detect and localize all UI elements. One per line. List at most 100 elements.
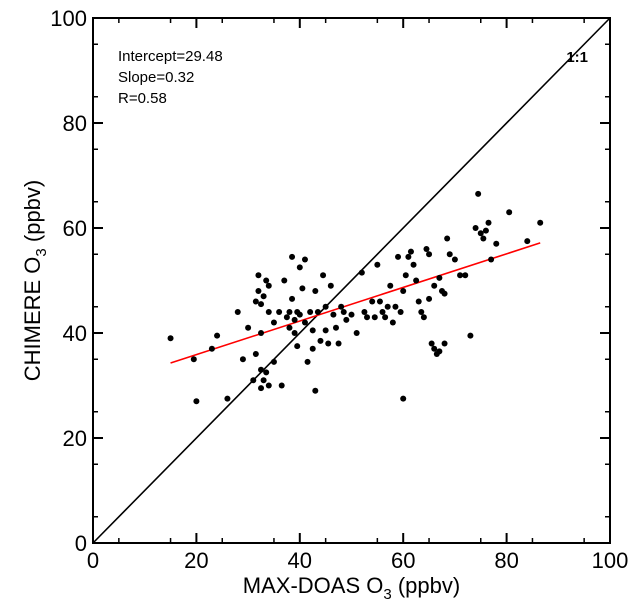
data-point [312, 387, 319, 394]
x-axis-title-main: MAX-DOAS O [243, 573, 384, 598]
data-point [402, 272, 409, 279]
y-tick-label: 80 [63, 111, 87, 136]
data-point [485, 219, 492, 226]
data-point [384, 303, 391, 310]
data-point [462, 272, 469, 279]
data-point [286, 309, 293, 315]
data-point [270, 358, 277, 365]
data-point [234, 309, 241, 315]
y-tick-label: 20 [63, 426, 87, 451]
data-point [400, 288, 407, 294]
y-ticks-layer: 0 20 40 60 80 100 [50, 6, 610, 556]
data-point [397, 309, 404, 315]
data-point [250, 377, 257, 384]
regression-line [170, 242, 541, 364]
data-point [263, 277, 270, 284]
data-point [477, 230, 484, 237]
data-point [444, 235, 451, 242]
data-point [379, 309, 386, 315]
data-point [480, 235, 487, 242]
data-point [224, 395, 231, 402]
data-point [392, 303, 399, 310]
data-point [353, 330, 360, 336]
data-point [322, 327, 329, 334]
data-point [307, 309, 314, 315]
y-axis-title: CHIMERE O3 (ppbv) [20, 180, 50, 382]
data-point [537, 219, 544, 226]
data-point [289, 295, 296, 302]
data-point [317, 337, 324, 344]
y-tick-label: 40 [63, 321, 87, 346]
data-point [488, 256, 495, 263]
data-point [361, 309, 368, 315]
x-axis-title-subscript: 3 [383, 586, 391, 603]
data-point [304, 358, 311, 365]
stat-intercept: Intercept=29.48 [118, 48, 223, 65]
data-point [255, 272, 262, 279]
data-point [265, 282, 272, 289]
data-point [451, 256, 458, 263]
data-point [348, 311, 355, 318]
data-point [258, 301, 265, 308]
x-ticks-layer: 0 20 40 60 80 100 [87, 18, 628, 573]
data-point [265, 309, 272, 315]
data-point [270, 319, 277, 326]
data-point [436, 274, 443, 281]
data-point [426, 295, 433, 302]
data-point [294, 343, 301, 350]
data-point [343, 316, 350, 323]
data-point [387, 282, 394, 289]
data-point [320, 272, 327, 279]
data-point [260, 377, 267, 384]
data-point [524, 238, 531, 245]
data-point [467, 332, 474, 339]
data-point [314, 309, 321, 315]
x-axis-title: MAX-DOAS O3 (ppbv) [243, 573, 460, 603]
reference-line-layer [92, 17, 611, 544]
y-tick-label: 0 [75, 531, 87, 556]
data-point [278, 382, 285, 389]
data-point [332, 324, 339, 331]
y-axis-title-subscript: 3 [33, 248, 50, 256]
data-point [457, 272, 464, 279]
data-point [395, 253, 402, 260]
data-point [291, 316, 298, 323]
data-point [327, 282, 334, 289]
data-point [358, 269, 365, 276]
data-point [289, 253, 296, 260]
y-tick-label: 100 [50, 6, 87, 31]
data-point [258, 330, 265, 336]
data-point [506, 209, 513, 216]
data-point [407, 248, 414, 255]
x-tick-label: 40 [288, 548, 312, 573]
data-point [190, 356, 197, 363]
data-point [436, 348, 443, 355]
y-tick-label: 60 [63, 216, 87, 241]
data-point [263, 369, 270, 376]
data-point [446, 251, 453, 258]
data-point [330, 311, 337, 318]
data-point [276, 309, 283, 315]
data-point [472, 225, 479, 231]
x-axis-title-unit: (ppbv) [392, 573, 460, 598]
data-point [482, 227, 489, 234]
data-point [283, 314, 290, 321]
data-point [389, 319, 396, 326]
data-point [426, 251, 433, 258]
data-point [214, 332, 221, 339]
data-point [296, 311, 303, 318]
data-point [296, 264, 303, 271]
data-point [281, 277, 288, 284]
data-point [299, 285, 306, 292]
data-point [364, 314, 371, 321]
data-point [415, 298, 422, 305]
data-point [374, 261, 381, 268]
plot-frame-layer [92, 17, 611, 544]
stat-slope: Slope=0.32 [118, 69, 194, 86]
data-point [208, 345, 215, 352]
x-tick-label: 0 [87, 548, 99, 573]
data-point [441, 340, 448, 347]
data-point [291, 330, 298, 336]
data-point [252, 351, 259, 357]
stat-r: R=0.58 [118, 90, 167, 107]
